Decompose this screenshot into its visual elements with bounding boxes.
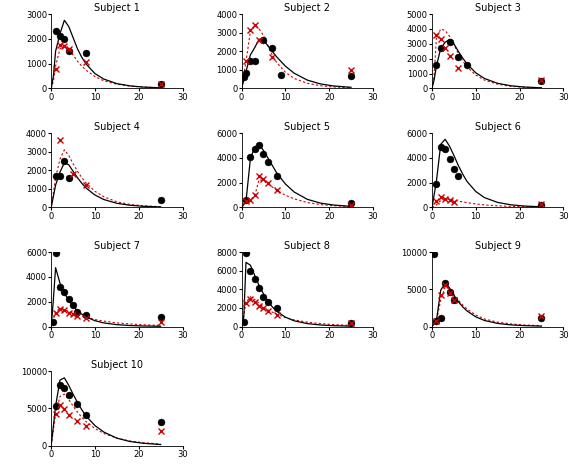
Title: Subject 10: Subject 10 bbox=[91, 360, 143, 371]
Title: Subject 6: Subject 6 bbox=[475, 122, 521, 132]
Title: Subject 1: Subject 1 bbox=[94, 3, 140, 13]
Title: Subject 3: Subject 3 bbox=[475, 3, 521, 13]
Title: Subject 4: Subject 4 bbox=[94, 122, 140, 132]
Title: Subject 5: Subject 5 bbox=[284, 122, 330, 132]
Title: Subject 2: Subject 2 bbox=[284, 3, 330, 13]
Title: Subject 9: Subject 9 bbox=[475, 242, 521, 251]
Title: Subject 7: Subject 7 bbox=[94, 242, 140, 251]
Title: Subject 8: Subject 8 bbox=[284, 242, 330, 251]
